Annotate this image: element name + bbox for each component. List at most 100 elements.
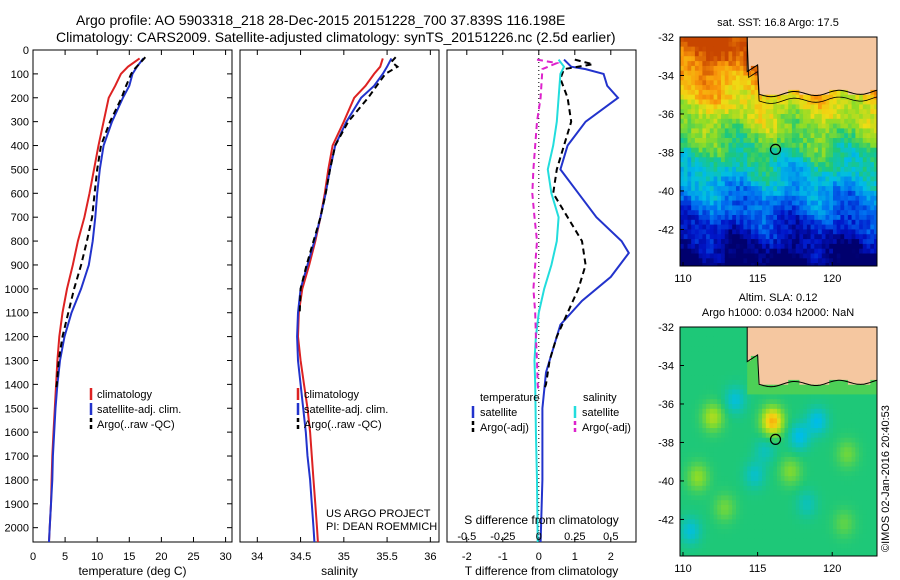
map-cell — [803, 471, 808, 477]
map-cell — [721, 94, 726, 101]
map-cell — [706, 466, 711, 472]
map-cell — [717, 210, 722, 216]
map-cell — [821, 355, 827, 362]
map-cell — [691, 123, 696, 129]
map-cell — [732, 94, 737, 101]
map-cell — [847, 514, 853, 520]
map-cell — [739, 442, 744, 448]
map-cell — [803, 336, 808, 342]
map-cell — [773, 70, 778, 77]
map-cell — [784, 423, 789, 429]
map-cell — [851, 384, 856, 391]
map-cell — [762, 413, 767, 419]
map-cell — [680, 327, 685, 333]
map-cell — [750, 471, 756, 477]
map-cell — [683, 370, 688, 376]
map-cell — [683, 157, 688, 163]
map-cell — [810, 94, 815, 101]
map-cell — [851, 394, 856, 400]
map-cell — [691, 224, 696, 230]
map-cell — [780, 351, 785, 357]
map-cell — [847, 133, 853, 139]
map-cell — [791, 394, 797, 400]
map-cell — [844, 229, 849, 235]
map-cell — [773, 215, 778, 221]
map-cell — [736, 200, 741, 206]
map-cell — [859, 239, 864, 245]
map-cell — [758, 355, 763, 362]
map-cell — [803, 200, 808, 206]
map-cell — [721, 452, 726, 458]
map-cell — [777, 37, 782, 43]
map-cell — [706, 509, 711, 516]
map-cell — [769, 152, 774, 158]
map-cell — [814, 219, 819, 226]
map-cell — [806, 80, 812, 86]
map-cell — [732, 171, 737, 178]
map-cell — [862, 200, 868, 206]
map-cell — [833, 171, 838, 178]
map-cell — [743, 89, 748, 96]
map-cell — [847, 157, 853, 163]
map-cell — [803, 384, 808, 391]
map-cell — [750, 423, 756, 429]
map-cell — [818, 490, 823, 496]
map-cell — [818, 480, 823, 487]
map-cell — [814, 195, 819, 202]
map-cell — [855, 186, 860, 192]
map-cell — [818, 379, 823, 386]
map-cell — [728, 239, 733, 245]
map-cell — [847, 80, 853, 86]
map-cell — [769, 70, 774, 77]
map-cell — [791, 152, 797, 158]
map-cell — [825, 432, 830, 439]
map-cell — [680, 533, 685, 540]
map-cell — [762, 248, 767, 255]
map-cell — [769, 104, 774, 110]
map-cell — [687, 157, 692, 163]
map-cell — [728, 94, 733, 101]
map-cell — [780, 41, 785, 48]
map-cell — [717, 509, 722, 516]
map-cell — [836, 99, 841, 105]
map-cell — [683, 46, 688, 52]
map-cell — [791, 413, 797, 419]
map-cell — [724, 355, 730, 362]
map-cell — [859, 104, 864, 110]
map-cell — [829, 379, 834, 386]
map-cell — [859, 229, 864, 235]
map-cell — [713, 375, 718, 381]
map-cell — [851, 186, 856, 192]
map-cell — [814, 509, 819, 516]
map-cell — [859, 205, 864, 211]
map-cell — [680, 437, 685, 444]
map-cell — [803, 65, 808, 72]
map-cell — [762, 239, 767, 245]
map-cell — [862, 219, 868, 226]
map-cell — [687, 51, 692, 57]
map-cell — [732, 331, 737, 338]
map-cell — [780, 500, 785, 506]
map-cell — [765, 360, 771, 367]
map-cell — [818, 538, 823, 545]
map-cell — [758, 336, 763, 342]
map-cell — [728, 195, 733, 202]
map-cell — [698, 538, 703, 545]
map-cell — [769, 219, 774, 226]
map-cell — [788, 138, 793, 144]
map-cell — [680, 548, 685, 554]
map-cell — [874, 152, 877, 158]
map-cell — [736, 548, 741, 554]
map-cell — [851, 476, 856, 482]
map-cell — [691, 85, 696, 91]
map-cell — [743, 509, 748, 516]
map-cell — [743, 85, 748, 91]
map-cell — [829, 500, 834, 506]
map-cell — [784, 215, 789, 221]
map-cell — [724, 428, 730, 434]
map-cell — [859, 243, 864, 250]
map-cell — [795, 200, 800, 206]
map-cell — [799, 355, 804, 362]
map-cell — [709, 253, 715, 259]
map-cell — [728, 190, 733, 197]
